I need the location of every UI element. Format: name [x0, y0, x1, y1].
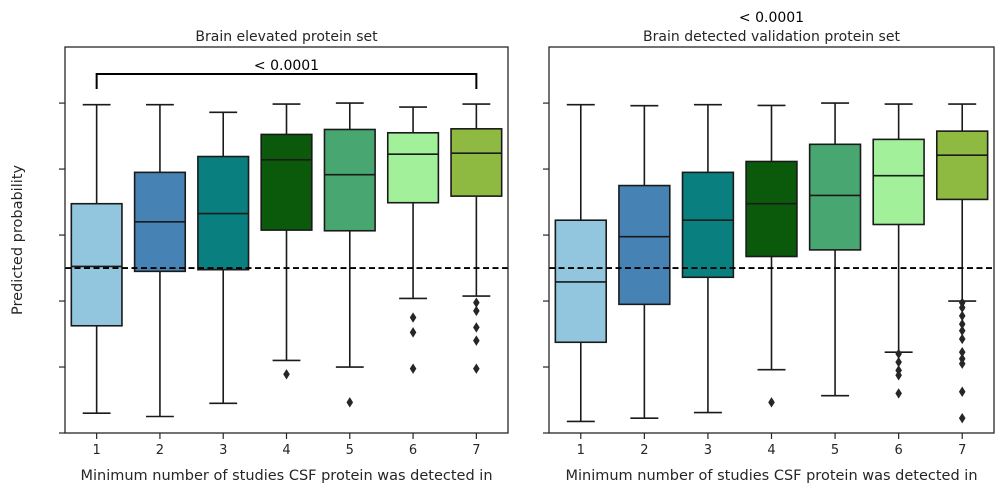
outlier-point [895, 370, 902, 381]
panel-2: 1 2 3 4 5 6 7 < 0.0001 Brain detected validation… [543, 10, 995, 484]
iqr-box [935, 130, 989, 201]
outlier-point [895, 348, 902, 360]
x-tick-label: 7 [958, 443, 966, 458]
outlier-point [958, 386, 966, 397]
x-tick-label: 2 [640, 443, 648, 458]
title-annotation: < 0.0001 [739, 10, 804, 26]
box-4 [745, 104, 798, 408]
x-tick-label: 5 [831, 443, 839, 458]
iqr-box [681, 171, 735, 279]
outlier-point [473, 335, 480, 346]
iqr-box [260, 133, 313, 231]
x-tick-label: 6 [895, 443, 903, 458]
x-tick-label: 3 [704, 443, 712, 458]
box-5 [808, 102, 862, 397]
x-tick-label: 7 [472, 443, 480, 458]
box-1 [554, 103, 608, 423]
x-tick-label: 1 [577, 443, 585, 458]
outlier-point [895, 388, 902, 399]
outlier-point [958, 358, 966, 369]
iqr-box [618, 184, 671, 306]
panel-1: 1 2 3 4 5 6 7 Brain elevated protein set Minimum… [10, 29, 509, 484]
x-tick-label: 4 [767, 443, 775, 458]
box-4 [260, 103, 313, 380]
iqr-box [323, 128, 376, 232]
outlier-point [473, 305, 480, 317]
iqr-box [745, 160, 798, 258]
chart-title: Brain elevated protein set [195, 29, 378, 45]
box-6 [386, 106, 440, 374]
outlier-point [958, 346, 966, 358]
y-axis-label: Predicted probability [10, 165, 26, 315]
iqr-box [808, 143, 862, 251]
outlier-point [346, 397, 354, 408]
x-tick-label: 3 [219, 443, 227, 458]
box-7 [450, 103, 503, 374]
outlier-point [473, 363, 480, 374]
outlier-point [958, 333, 966, 345]
outlier-point [958, 310, 966, 322]
x-tick-label: 4 [282, 443, 290, 458]
outlier-point [473, 322, 480, 333]
box-5 [323, 102, 376, 408]
box-3 [681, 103, 735, 414]
outlier-point [958, 325, 966, 336]
box-7 [935, 103, 989, 424]
chart-title: Brain detected validation protein set [643, 29, 900, 45]
x-tick-label: 2 [156, 443, 164, 458]
iqr-box [872, 138, 925, 226]
iqr-box [450, 128, 503, 197]
outlier-point [409, 363, 417, 374]
x-tick-label: 6 [409, 443, 417, 458]
outlier-point [958, 412, 966, 424]
outlier-point [409, 312, 417, 323]
box-6 [872, 103, 925, 399]
outlier-point [409, 327, 417, 338]
x-axis-label: Minimum number of studies CSF protein wa… [80, 468, 492, 484]
outlier-point [958, 302, 966, 313]
iqr-box [70, 202, 123, 327]
significance-bracket [95, 73, 478, 89]
box-3 [197, 111, 250, 405]
outlier-point [473, 297, 480, 308]
box-2 [133, 103, 187, 418]
outlier-point [283, 369, 290, 380]
box-2 [618, 104, 671, 419]
outlier-point [958, 318, 966, 330]
x-tick-label: 5 [346, 443, 354, 458]
axes-frame [64, 46, 509, 434]
iqr-box [386, 131, 440, 204]
x-axis-label: Minimum number of studies CSF protein wa… [565, 468, 977, 484]
significance-label: < 0.0001 [254, 58, 319, 74]
outlier-point [895, 356, 902, 368]
axes-frame [548, 46, 995, 434]
x-tick-label: 1 [93, 443, 101, 458]
outlier-point [768, 397, 775, 408]
box-1 [70, 103, 123, 415]
